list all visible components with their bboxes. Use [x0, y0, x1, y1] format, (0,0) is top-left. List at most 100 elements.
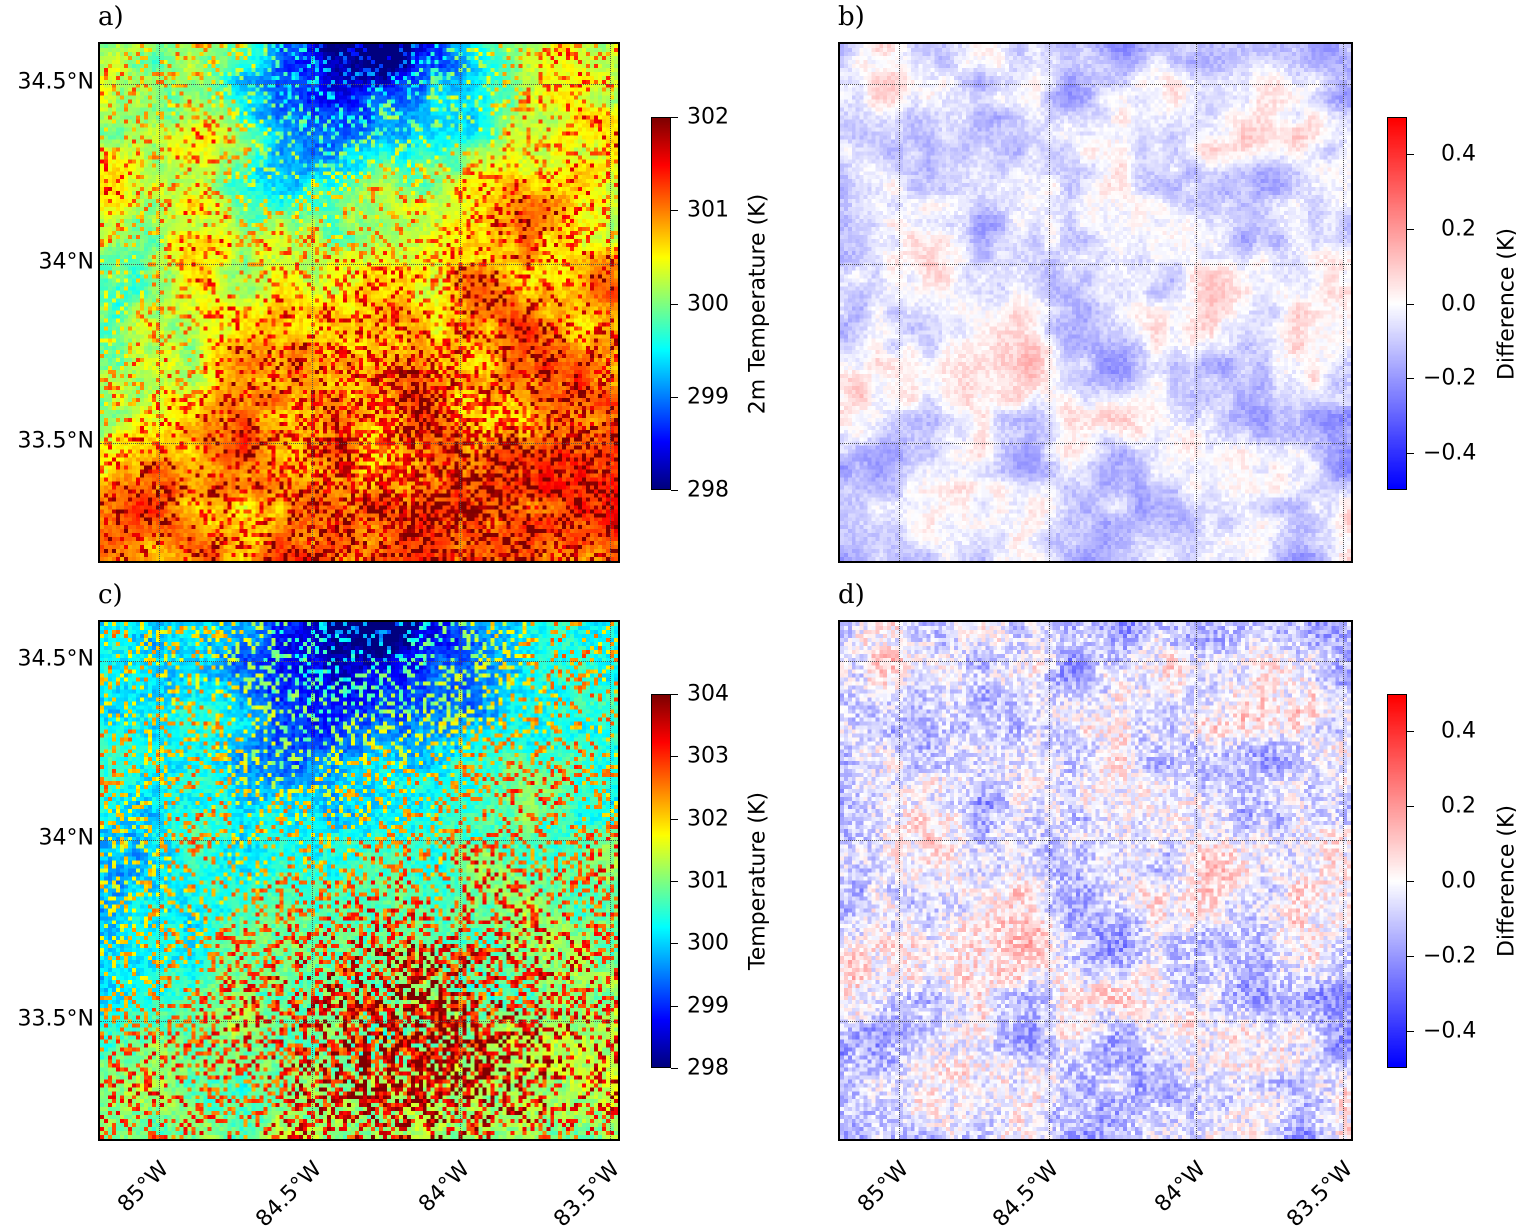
colorbar-tick [1407, 806, 1414, 807]
colorbar-tick [1407, 378, 1414, 379]
gridline-lat [840, 840, 1351, 841]
lat-tick-label: 34°N [4, 250, 94, 275]
colorbar-tick-label: 0.2 [1441, 794, 1476, 819]
colorbar-gradient [652, 695, 670, 1067]
gridline-lon [159, 622, 160, 1139]
map-axes-c [98, 620, 620, 1141]
gridline-lat [100, 84, 618, 85]
colorbar-tick [671, 694, 678, 695]
gridline-lat [840, 443, 1351, 444]
colorbar-tick [1407, 731, 1414, 732]
panel-label: b) [838, 2, 865, 32]
colorbar [651, 117, 671, 490]
colorbar-tick-label: 302 [687, 105, 729, 130]
gridline-lat [100, 443, 618, 444]
colorbar-tick [671, 756, 678, 757]
lon-tick-label: 84.5°W [988, 1157, 1063, 1232]
colorbar-tick [1407, 1031, 1414, 1032]
colorbar [651, 694, 671, 1068]
colorbar-tick [671, 1068, 678, 1069]
colorbar-tick-label: −0.4 [1423, 1018, 1476, 1043]
gridline-lon [1343, 622, 1344, 1139]
gridline-lon [1196, 44, 1197, 561]
gridline-lon [312, 622, 313, 1139]
gridline-lat [100, 1021, 618, 1022]
colorbar-tick [1407, 956, 1414, 957]
colorbar-tick [1407, 881, 1414, 882]
lon-tick-label: 84.5°W [251, 1157, 326, 1232]
colorbar-tick-label: 0.4 [1441, 142, 1476, 167]
heatmap-canvas [100, 622, 618, 1139]
colorbar-tick-label: 298 [687, 478, 729, 503]
lon-tick-label: 84°W [1150, 1157, 1211, 1218]
colorbar-gradient [1388, 695, 1406, 1067]
colorbar-tick [671, 210, 678, 211]
panel-label: a) [98, 2, 124, 32]
lat-tick-label: 34°N [4, 826, 94, 851]
colorbar-tick-label: 302 [687, 806, 729, 831]
lon-tick-label: 83.5°W [549, 1157, 624, 1232]
gridline-lon [460, 44, 461, 561]
colorbar [1387, 117, 1407, 490]
gridline-lon [1343, 44, 1344, 561]
gridline-lat [840, 661, 1351, 662]
colorbar-tick-label: 0.2 [1441, 216, 1476, 241]
colorbar-tick [671, 397, 678, 398]
panel-label: d) [838, 580, 865, 610]
colorbar-title: Difference (K) [1495, 227, 1516, 379]
gridline-lon [312, 44, 313, 561]
lon-tick-label: 84°W [414, 1157, 475, 1218]
gridline-lon [899, 622, 900, 1139]
colorbar-tick [671, 881, 678, 882]
colorbar-tick [671, 490, 678, 491]
colorbar-tick-label: 0.4 [1441, 719, 1476, 744]
gridline-lon [1196, 622, 1197, 1139]
colorbar-gradient [652, 118, 670, 489]
colorbar-tick-label: 0.0 [1441, 291, 1476, 316]
colorbar-tick-label: 303 [687, 744, 729, 769]
gridline-lat [840, 1021, 1351, 1022]
panel-label: c) [98, 580, 123, 610]
colorbar-tick [671, 117, 678, 118]
lat-tick-label: 33.5°N [4, 1007, 94, 1032]
colorbar-tick-label: 298 [687, 1056, 729, 1081]
colorbar-tick [1407, 453, 1414, 454]
colorbar-tick-label: 300 [687, 931, 729, 956]
lat-tick-label: 34.5°N [4, 647, 94, 672]
heatmap-canvas [100, 44, 618, 561]
lon-tick-label: 83.5°W [1282, 1157, 1357, 1232]
colorbar-tick-label: 301 [687, 198, 729, 223]
colorbar-tick [1407, 154, 1414, 155]
colorbar-title: Difference (K) [1495, 805, 1516, 957]
lon-tick-label: 85°W [113, 1157, 174, 1218]
lat-tick-label: 34.5°N [4, 70, 94, 95]
map-axes-d [838, 620, 1353, 1141]
colorbar-tick-label: 300 [687, 291, 729, 316]
colorbar-tick-label: 301 [687, 869, 729, 894]
heatmap-canvas [840, 44, 1351, 561]
map-axes-b [838, 42, 1353, 563]
gridline-lat [100, 840, 618, 841]
lon-tick-label: 85°W [853, 1157, 914, 1218]
gridline-lon [460, 622, 461, 1139]
colorbar-gradient [1388, 118, 1406, 489]
lat-tick-label: 33.5°N [4, 429, 94, 454]
map-axes-a [98, 42, 620, 563]
colorbar [1387, 694, 1407, 1068]
gridline-lon [610, 622, 611, 1139]
gridline-lat [100, 661, 618, 662]
gridline-lon [899, 44, 900, 561]
colorbar-title: Temperature (K) [746, 792, 771, 970]
gridline-lon [610, 44, 611, 561]
colorbar-tick [671, 943, 678, 944]
gridline-lon [1049, 622, 1050, 1139]
colorbar-tick-label: 299 [687, 993, 729, 1018]
gridline-lat [100, 264, 618, 265]
heatmap-canvas [840, 622, 1351, 1139]
colorbar-tick-label: 0.0 [1441, 869, 1476, 894]
gridline-lon [159, 44, 160, 561]
colorbar-title: 2m Temperature (K) [746, 193, 771, 413]
gridline-lon [1049, 44, 1050, 561]
colorbar-tick [671, 1006, 678, 1007]
gridline-lat [840, 84, 1351, 85]
